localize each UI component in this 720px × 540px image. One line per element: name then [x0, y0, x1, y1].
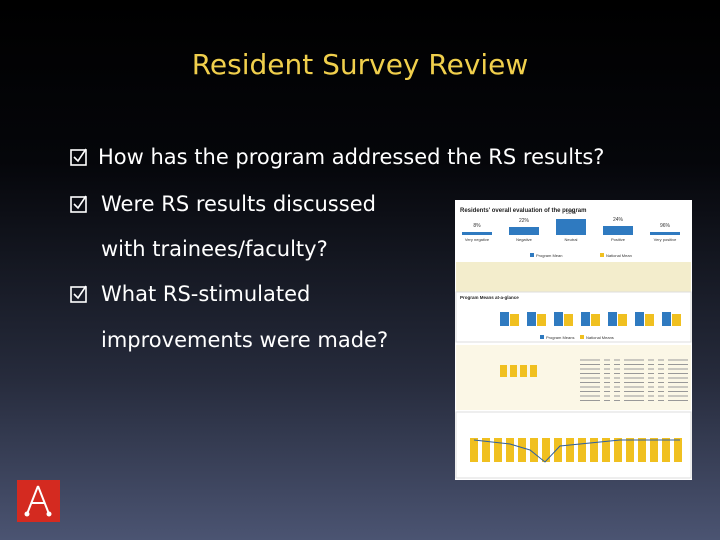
bar [672, 314, 681, 326]
bar [618, 314, 627, 326]
legend-label: National Mean [606, 253, 632, 258]
bullet-text: What RS-stimulated [101, 282, 311, 306]
bar [500, 365, 507, 377]
bar [556, 219, 586, 235]
bullet-text: How has the program addressed the RS res… [98, 145, 605, 169]
bar [520, 365, 527, 377]
bar [626, 438, 634, 462]
bar [509, 227, 539, 235]
checkbox [70, 148, 87, 303]
panel-band [456, 262, 691, 292]
bar-label: 8% [473, 223, 481, 229]
bar [462, 232, 492, 235]
bar [554, 312, 563, 326]
bar [603, 226, 633, 235]
bar [470, 438, 478, 462]
bar-label: 50% [566, 210, 577, 216]
bar [542, 438, 550, 462]
category-label: Very negative [465, 237, 490, 242]
bar [638, 438, 646, 462]
bar [500, 312, 509, 326]
bar [590, 438, 598, 462]
bar [635, 312, 644, 326]
bar [645, 314, 654, 326]
bar-label: 96% [660, 223, 671, 229]
slide-title: Resident Survey Review [191, 48, 529, 81]
trend-line [473, 439, 680, 463]
bar [591, 314, 600, 326]
category-label: Positive [611, 237, 626, 242]
bar [537, 314, 546, 326]
bar [506, 438, 514, 462]
legend-label: National Means [586, 335, 614, 340]
bullet-text: Were RS results discussed [101, 192, 376, 216]
bar [650, 232, 680, 235]
bar [554, 438, 562, 462]
category-label: Neutral [565, 237, 578, 242]
bar [482, 438, 490, 462]
logo [17, 480, 60, 522]
legend-swatch [530, 253, 534, 257]
category-label: Very positive [654, 237, 677, 242]
panel-band [456, 345, 691, 410]
category-label: Negative [516, 237, 533, 242]
legend-label: Program Means [546, 335, 574, 340]
bar-label: 24% [613, 217, 624, 223]
bar [662, 438, 670, 462]
bar [510, 314, 519, 326]
bar [530, 365, 537, 377]
bar [566, 438, 574, 462]
legend-label: Program Mean [536, 253, 562, 258]
bar [581, 312, 590, 326]
bullet-text: with trainees/faculty? [101, 237, 328, 261]
legend-swatch [540, 335, 544, 339]
bar [602, 438, 610, 462]
bar [564, 314, 573, 326]
legend-swatch [600, 253, 604, 257]
legend-swatch [580, 335, 584, 339]
bar [608, 312, 617, 326]
bar [530, 438, 538, 462]
panel-title: Program Means at-a-glance [460, 295, 519, 300]
bar [518, 438, 526, 462]
bar [614, 438, 622, 462]
bar [674, 438, 682, 462]
bullet-text: improvements were made? [101, 328, 389, 352]
panel-title: Residents' overall evaluation of the pro… [460, 208, 586, 214]
bar [650, 438, 658, 462]
bar [494, 438, 502, 462]
bar-label: 22% [519, 218, 530, 224]
bar [510, 365, 517, 377]
bar [578, 438, 586, 462]
bar [527, 312, 536, 326]
report-figure: Residents' overall evaluation of the pro… [455, 200, 692, 480]
bar [662, 312, 671, 326]
